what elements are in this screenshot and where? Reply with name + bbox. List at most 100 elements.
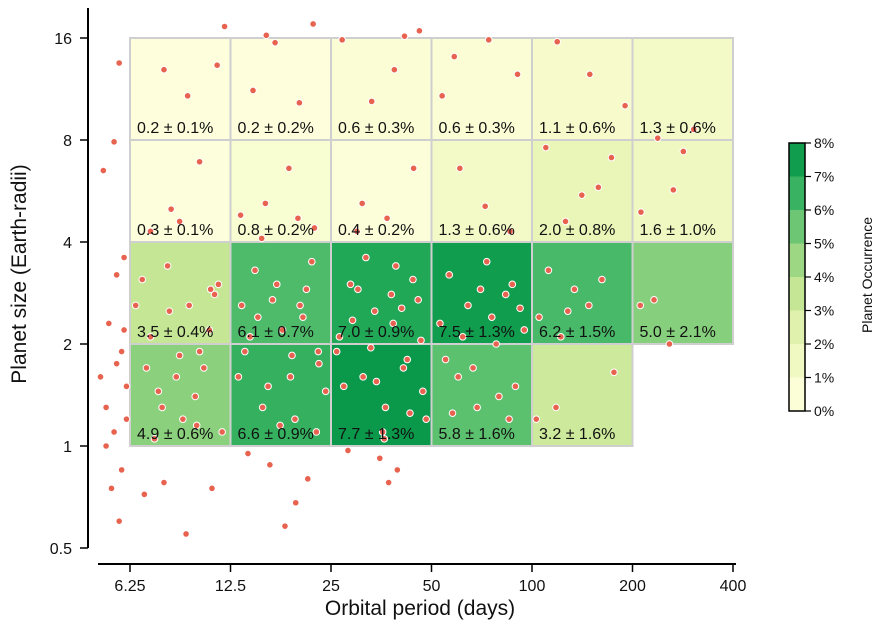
colorbar-segment [789,344,805,378]
planet-point [234,373,243,381]
planet-point [387,290,396,299]
planet-point [392,262,400,270]
cell-label: 6.1 ± 0.7% [238,324,314,341]
planet-point [359,373,367,381]
planet-point [218,428,226,436]
planet-point [200,364,208,372]
heatmap-cell [631,139,734,243]
planet-point [299,313,307,321]
planet-point [175,217,184,226]
colorbar: 0% 1% 2% 3% 4% 5% 6% 7% 8% [788,135,834,419]
planet-point [296,301,304,310]
planet-point [251,266,259,275]
planet-point [295,99,304,107]
cell-label: 0.4 ± 0.2% [338,222,414,239]
cell-label: 5.8 ± 1.6% [439,426,515,443]
cell-label: 0.6 ± 0.3% [338,120,414,137]
planet-point [544,266,553,275]
planet-point [195,157,204,166]
planet-point [375,454,384,463]
heatmap-cells [129,37,734,447]
planet-point [520,326,529,334]
planet-point [450,52,459,61]
planet-point [665,340,674,348]
colorbar-label: Planet Occurrence [859,217,875,333]
planet-point [167,205,175,213]
planet-point [120,326,128,334]
planet-point [117,347,126,356]
planet-point [403,355,412,364]
planet-point [607,153,616,162]
planet-point [309,20,317,28]
planet-point [585,301,593,310]
colorbar-segment [789,243,805,277]
planet-point [122,415,131,423]
planet-point [378,428,387,436]
planet-point [637,208,645,216]
cell-label: 7.7 ± 1.3% [338,426,414,443]
y-tick-label: 8 [63,133,72,150]
planet-point [308,257,316,266]
planet-point [381,403,390,412]
planet-point [563,307,572,315]
planet-point [415,27,424,35]
planet-point [272,280,281,289]
planet-point [96,373,105,381]
x-tick-label: 12.5 [215,578,246,595]
colorbar-tick-label: 1% [814,370,834,386]
cell-label: 7.5 ± 1.3% [439,324,515,341]
planet-point [482,257,491,266]
planet-point [505,415,513,423]
planet-point [636,301,645,310]
x-tick-label: 200 [619,578,646,595]
planet-point [122,382,131,391]
planet-point [312,428,321,436]
planet-point [367,343,375,352]
planet-point [110,428,118,436]
planet-point [346,280,355,289]
planet-point [112,359,121,368]
planet-point [314,347,323,356]
cell-label: 0.6 ± 0.3% [439,120,515,137]
planet-point [105,319,113,328]
planet-point [112,271,121,279]
heatmap-cell [531,37,634,141]
planet-point [158,403,166,412]
colorbar-segment [789,210,805,244]
planet-point [358,199,366,208]
planet-point [598,275,606,284]
y-axis-label: Planet size (Earth-radii) [8,164,31,383]
planet-point [338,36,346,44]
planet-point [578,191,586,199]
planet-point [249,86,257,95]
planet-point [291,498,300,507]
cell-label: 1.3 ± 0.6% [439,222,515,239]
heatmap-cell [631,241,734,345]
planet-point [294,214,302,223]
planet-point [150,435,159,443]
planet-point [456,164,464,173]
planet-point [208,484,216,493]
planet-point [492,340,500,348]
planet-point [400,32,409,40]
x-tick-label: 100 [519,578,546,595]
colorbar-segment [789,176,805,210]
cell-label: 4.9 ± 0.6% [137,426,213,443]
planet-point [310,224,319,232]
planet-point [464,301,472,310]
colorbar-tick-label: 2% [814,336,834,352]
planet-point [532,415,541,423]
planet-point [257,234,266,243]
planet-point [511,382,520,391]
planet-point [458,333,467,341]
planet-point [266,461,274,469]
colorbar-tick-label: 3% [814,303,834,319]
heatmap-cell [430,241,533,345]
planet-point [454,373,462,381]
planet-point [679,147,688,156]
planet-point [354,285,362,294]
cell-label: 5.0 ± 2.1% [640,324,716,341]
cell-label: 0.8 ± 0.2% [238,222,314,239]
planet-point [422,415,430,423]
